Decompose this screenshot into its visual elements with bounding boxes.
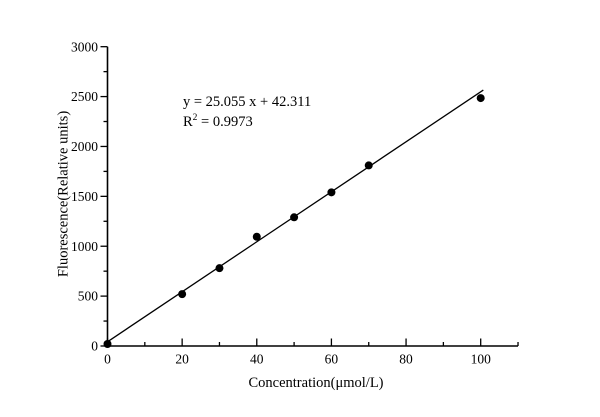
x-tick-label: 60 — [325, 352, 339, 367]
y-axis-title: Fluorescence(Relative units) — [55, 110, 72, 278]
y-tick-label: 2000 — [71, 139, 98, 154]
r-squared-value: = 0.9973 — [197, 114, 253, 130]
y-tick-label: 1000 — [71, 239, 98, 254]
x-axis-title: Concentration(μmol/L) — [248, 375, 384, 391]
y-tick-label: 2500 — [71, 89, 98, 104]
x-tick-label: 20 — [175, 352, 189, 367]
data-point-marker — [178, 290, 187, 299]
data-point-marker — [327, 188, 336, 197]
data-point-marker — [290, 213, 299, 222]
fit-annotation: y = 25.055 x + 42.311 R2 = 0.9973 — [183, 92, 311, 132]
data-point-marker — [476, 94, 485, 103]
x-tick-label: 80 — [399, 352, 413, 367]
y-tick-label: 500 — [78, 289, 99, 304]
x-tick-label: 40 — [250, 352, 264, 367]
r-squared-base: R — [183, 114, 193, 130]
x-tick-label: 0 — [104, 352, 111, 367]
data-point-marker — [252, 232, 261, 241]
r-squared-superscript: 2 — [192, 113, 198, 124]
y-tick-label: 3000 — [71, 39, 98, 54]
y-tick-label: 1500 — [71, 189, 98, 204]
data-point-marker — [103, 340, 112, 349]
data-point-marker — [364, 161, 373, 170]
data-point-marker — [215, 264, 224, 273]
y-tick-label: 0 — [91, 339, 98, 354]
r-squared-text: R2 = 0.9973 — [183, 112, 311, 132]
x-tick-label: 100 — [471, 352, 492, 367]
fit-equation-text: y = 25.055 x + 42.311 — [183, 94, 312, 110]
